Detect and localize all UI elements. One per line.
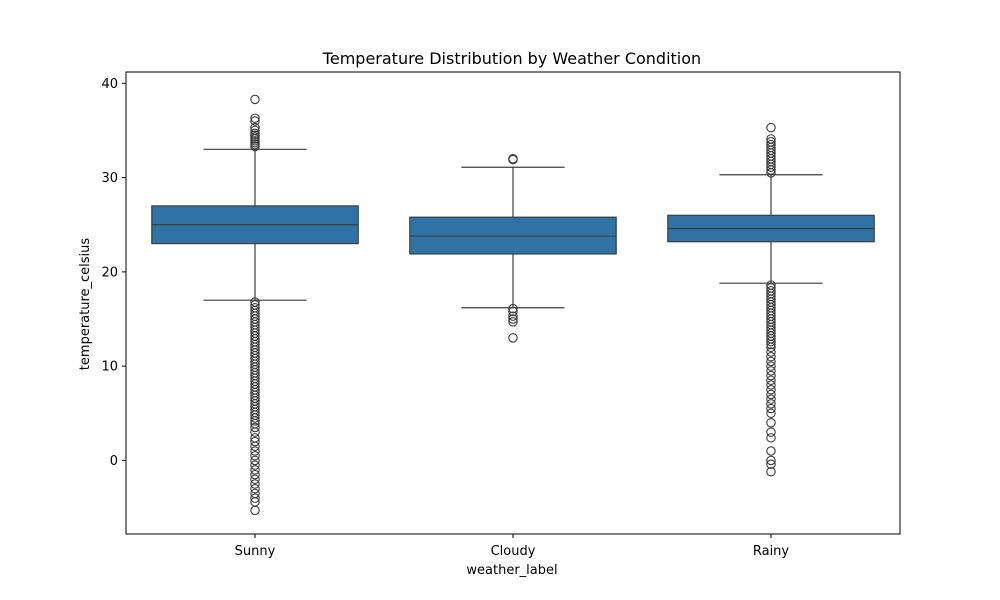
outlier-point [766, 162, 776, 172]
outlier-point [250, 465, 260, 475]
outlier-point [766, 417, 776, 428]
chart-title: Temperature Distribution by Weather Cond… [322, 49, 701, 68]
outlier-point [766, 347, 776, 357]
outlier-point [250, 474, 260, 485]
outlier-point [766, 165, 776, 175]
outlier-point [766, 467, 776, 477]
outlier-point [766, 370, 776, 381]
outlier-point [508, 317, 518, 327]
outlier-point [766, 339, 776, 350]
outlier-point [250, 416, 260, 426]
outlier-point [250, 505, 260, 516]
outlier-point [250, 94, 260, 105]
y-tick-label: 30 [101, 171, 118, 186]
outlier-point [766, 427, 776, 437]
y-tick-label: 20 [101, 265, 118, 280]
outlier-point [766, 380, 776, 390]
outlier-point [250, 422, 260, 433]
outlier-point [766, 361, 776, 371]
outlier-point [250, 116, 260, 126]
outlier-point [766, 356, 776, 367]
outlier-point [766, 394, 776, 404]
x-tick-label: Sunny [235, 544, 276, 559]
outlier-point [508, 306, 518, 317]
plot-frame [125, 71, 901, 535]
outlier-point [250, 460, 260, 470]
outlier-point [250, 479, 260, 489]
box-group-cloudy [409, 153, 617, 343]
outlier-point [766, 459, 776, 469]
outlier-point [508, 314, 518, 324]
outlier-point [766, 389, 776, 400]
outlier-point [250, 413, 260, 423]
x-tick-label: Rainy [753, 544, 790, 559]
outlier-point [766, 375, 776, 386]
x-tick-label: Cloudy [491, 544, 536, 559]
outlier-point [766, 446, 776, 456]
outlier-point [766, 342, 776, 353]
outlier-point [766, 168, 776, 178]
y-tick-label: 40 [101, 77, 118, 92]
outlier-point [766, 351, 776, 362]
outlier-point [250, 141, 260, 152]
box-group-rainy [667, 122, 875, 477]
outlier-point [250, 436, 260, 447]
outlier-point [766, 433, 776, 443]
outlier-point [250, 483, 260, 494]
outlier-point [250, 427, 260, 437]
y-axis: 0 10 20 30 40 [101, 77, 126, 469]
outlier-point [766, 122, 776, 133]
x-axis: Sunny Cloudy Rainy [235, 534, 790, 559]
outlier-point [766, 384, 776, 395]
y-tick-label: 0 [110, 454, 118, 469]
outlier-point [766, 403, 776, 414]
outlier-point [250, 469, 260, 480]
outlier-point [766, 366, 776, 376]
outlier-point [250, 122, 260, 133]
outlier-point [250, 446, 260, 456]
outlier-point [508, 311, 518, 321]
outlier-point [250, 450, 260, 461]
outlier-point [250, 455, 260, 466]
outlier-point [250, 113, 260, 123]
y-axis-label: temperature_celsius [78, 238, 93, 371]
x-axis-label: weather_label [466, 563, 557, 578]
plot-area [151, 94, 875, 516]
outlier-point [766, 408, 776, 419]
outlier-point [250, 493, 260, 503]
outlier-point [508, 303, 518, 314]
box-group-sunny [151, 94, 359, 516]
y-tick-label: 10 [101, 360, 118, 375]
outlier-point [766, 399, 776, 409]
outlier-point [508, 333, 518, 343]
outlier-point [766, 336, 776, 347]
outlier-point [508, 154, 518, 165]
outlier-point [250, 441, 260, 452]
outlier-point [766, 455, 776, 466]
